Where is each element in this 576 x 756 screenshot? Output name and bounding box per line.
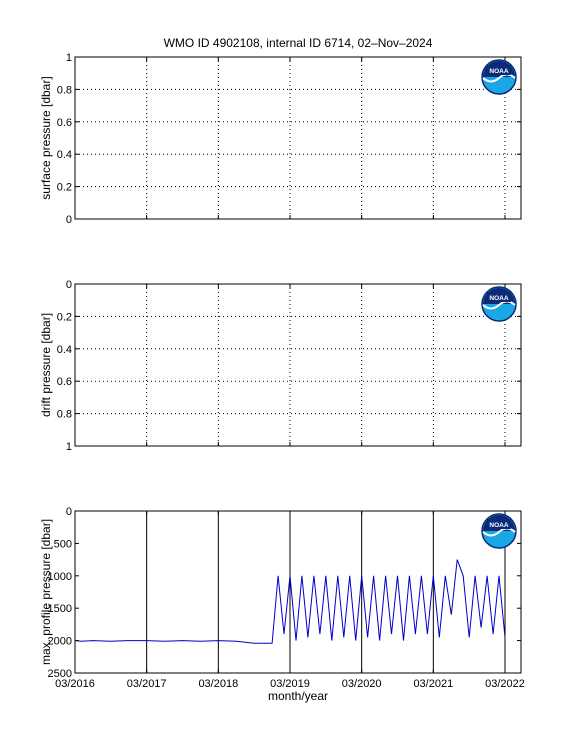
series-line-1 (74, 514, 506, 644)
noaa-logo-text: NOAA (489, 295, 508, 302)
noaa-logo-text: NOAA (489, 522, 508, 529)
x-tick-label: 03/2019 (270, 678, 310, 690)
y-tick-label: 0.8 (57, 409, 72, 421)
y-tick-label: 500 (54, 538, 72, 550)
y-tick-label: 0 (66, 279, 72, 291)
y-axis-label: drift pressure [dbar] (39, 313, 53, 417)
axes-box (74, 283, 522, 447)
y-tick-label: 0.6 (57, 117, 72, 129)
panels: 0 0.2 0.4 0.6 0.8 1 surface pressure [dbar] NOA… (39, 52, 525, 690)
chart-panel-1: 0 0.2 0.4 0.6 0.8 1 surface pressure [dbar] NOA… (39, 52, 522, 226)
x-tick-label: 03/2017 (127, 678, 167, 690)
chart-panel-2: 0 0.2 0.4 0.6 0.8 1 drift pressure [dbar] NOAA (39, 279, 522, 453)
x-tick-label: 03/2016 (55, 678, 95, 690)
y-tick-label: 0.4 (57, 344, 72, 356)
axes-box (74, 56, 522, 220)
y-tick-label: 1500 (48, 603, 72, 615)
x-tick-label: 03/2022 (485, 678, 525, 690)
y-tick-label: 1 (66, 52, 72, 64)
noaa-logo-text: NOAA (489, 68, 508, 75)
y-tick-label: 2000 (48, 636, 72, 648)
noaa-logo-icon: NOAA (481, 59, 517, 95)
y-tick-label: 2500 (48, 668, 72, 680)
y-tick-label: 0.2 (57, 182, 72, 194)
y-tick-label: 0.2 (57, 311, 72, 323)
figure-title: WMO ID 4902108, internal ID 6714, 02–Nov… (164, 36, 433, 50)
y-tick-label: 0.6 (57, 376, 72, 388)
y-tick-label: 0.8 (57, 84, 72, 96)
axes-box (74, 510, 522, 674)
y-tick-label: 1 (66, 441, 72, 453)
x-axis-label: month/year (268, 689, 328, 703)
y-tick-label: 0 (66, 506, 72, 518)
y-axis-label: max. profile pressure [dbar] (39, 519, 53, 665)
x-tick-label: 03/2018 (198, 678, 238, 690)
y-tick-label: 1000 (48, 571, 72, 583)
x-tick-label: 03/2020 (342, 678, 382, 690)
y-tick-label: 0.4 (57, 149, 72, 161)
noaa-logo-icon: NOAA (481, 286, 517, 322)
y-tick-label: 0 (66, 214, 72, 226)
y-axis-label: surface pressure [dbar] (39, 76, 53, 199)
x-tick-label: 03/2021 (413, 678, 453, 690)
noaa-logo-icon: NOAA (481, 513, 517, 549)
